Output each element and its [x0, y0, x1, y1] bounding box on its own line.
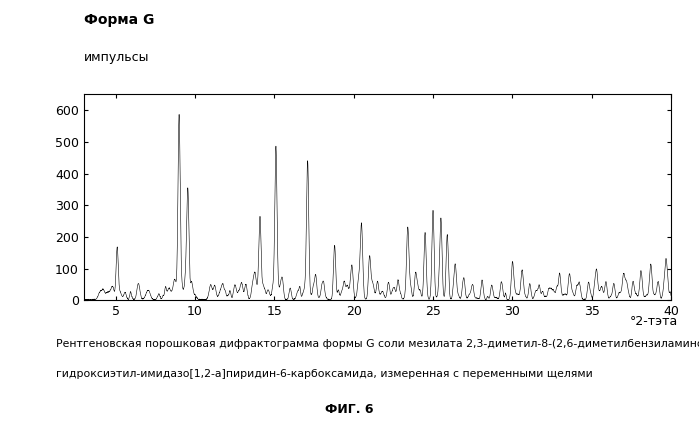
Text: Рентгеновская порошковая дифрактограмма формы G соли мезилата 2,3-диметил-8-(2,6: Рентгеновская порошковая дифрактограмма … [56, 339, 699, 349]
Text: гидроксиэтил-имидазо[1,2-а]пиридин-6-карбоксамида, измеренная с переменными щеля: гидроксиэтил-имидазо[1,2-а]пиридин-6-кар… [56, 369, 593, 379]
Text: °2-тэта: °2-тэта [630, 315, 678, 328]
Text: импульсы: импульсы [84, 51, 150, 64]
Text: Форма G: Форма G [84, 13, 154, 27]
Text: ФИГ. 6: ФИГ. 6 [325, 403, 374, 416]
